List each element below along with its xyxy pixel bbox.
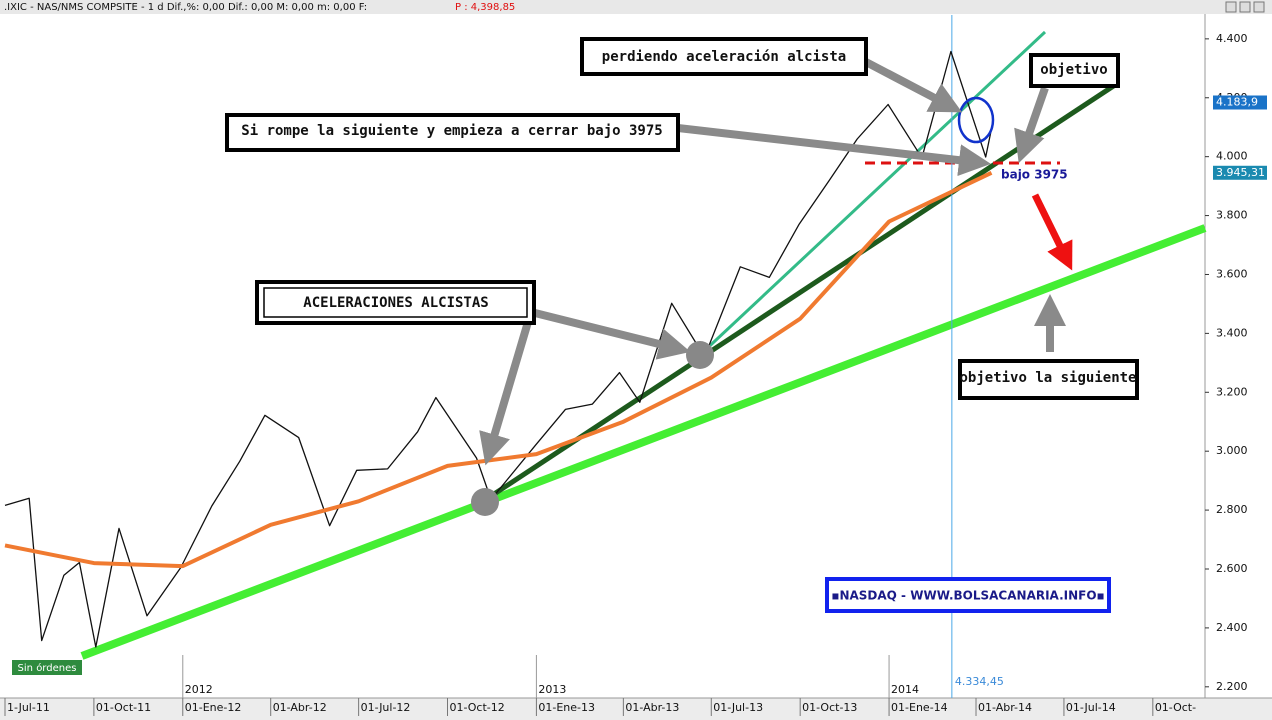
x-tick-label: 01-Jul-14 [1066,701,1116,714]
arrow [1014,86,1049,164]
arrow [864,58,963,113]
header-bar [0,0,1272,14]
x-tick-label: 01-Jul-13 [713,701,763,714]
value-box-label: 3.945,31 [1216,166,1265,179]
arrow [534,309,691,360]
y-tick-label: 3.800 [1216,209,1248,222]
marker-circle [686,341,714,369]
x-tick-label: 01-Abr-12 [273,701,327,714]
annotation-box [263,287,528,318]
annotation: objetivo la siguiente [959,370,1136,386]
minimize-button[interactable] [1225,1,1237,13]
arrow [677,124,991,177]
x-tick-label: 01-Ene-13 [538,701,595,714]
annotation: Si rompe la siguiente y empieza a cerrar… [241,123,662,139]
trend-line [80,224,1207,660]
x-tick-label: 01-Oct-11 [96,701,151,714]
annotation: objetivo [1040,62,1107,78]
y-tick-label: 3.400 [1216,326,1248,339]
y-tick-label: 2.800 [1216,503,1248,516]
watermark-box [825,577,1111,613]
y-tick-label: 4.000 [1216,150,1248,163]
x-tick-label: 01-Jul-12 [361,701,411,714]
annotation-box [580,37,868,76]
x-tick-label: 01-Oct- [1155,701,1196,714]
x-tick-label: 01-Ene-14 [891,701,948,714]
watermark: ▪NASDAQ - WWW.BOLSACANARIA.INFO▪ [831,589,1104,603]
status-box [12,660,82,675]
y-tick-label: 3.200 [1216,385,1248,398]
time-axis-bar [0,698,1272,720]
cursor-label: 4.334,45 [955,675,1004,688]
x-tick-label: 01-Ene-12 [185,701,242,714]
header-price: P : 4,398,85 [455,2,515,13]
y-tick-label: 4.400 [1216,32,1248,45]
x-tick-label: 01-Abr-14 [978,701,1032,714]
y-tick-label: 2.400 [1216,621,1248,634]
value-box-label: 4.183,9 [1216,96,1258,109]
x-tick-label: 01-Abr-13 [625,701,679,714]
value-box [1213,165,1267,180]
close-button[interactable] [1253,1,1265,13]
maximize-button[interactable] [1239,1,1251,13]
trend-line [483,82,1117,503]
highlight-ellipse [957,96,995,144]
y-tick-label: 2.200 [1216,680,1248,693]
annotation: perdiendo aceleración alcista [602,49,846,65]
x-tick-label: 01-Oct-12 [450,701,505,714]
trend-line [698,30,1047,357]
header-text: .IXIC - NAS/NMS COMPSITE - 1 d Dif.,%: 0… [4,2,367,13]
marker-circle [471,488,499,516]
price-line [4,50,993,648]
y-tick-label: 3.600 [1216,267,1248,280]
year-label: 2012 [185,683,213,696]
year-label: 2013 [538,683,566,696]
arrow [1031,193,1073,271]
annotation: bajo 3975 [1001,168,1068,182]
arrow [479,320,532,466]
annotation-box [958,359,1139,400]
annotation-box [255,280,536,325]
value-box [1213,95,1267,110]
y-tick-label: 2.600 [1216,562,1248,575]
annotation: ACELERACIONES ALCISTAS [303,295,488,311]
y-tick-label: 3.000 [1216,444,1248,457]
annotation-box [225,113,680,152]
year-label: 2014 [891,683,919,696]
x-tick-label: 1-Jul-11 [7,701,50,714]
status-label: Sin órdenes [18,662,77,674]
x-tick-label: 01-Oct-13 [802,701,857,714]
annotation-box [1029,53,1120,88]
window-buttons [1225,1,1265,13]
